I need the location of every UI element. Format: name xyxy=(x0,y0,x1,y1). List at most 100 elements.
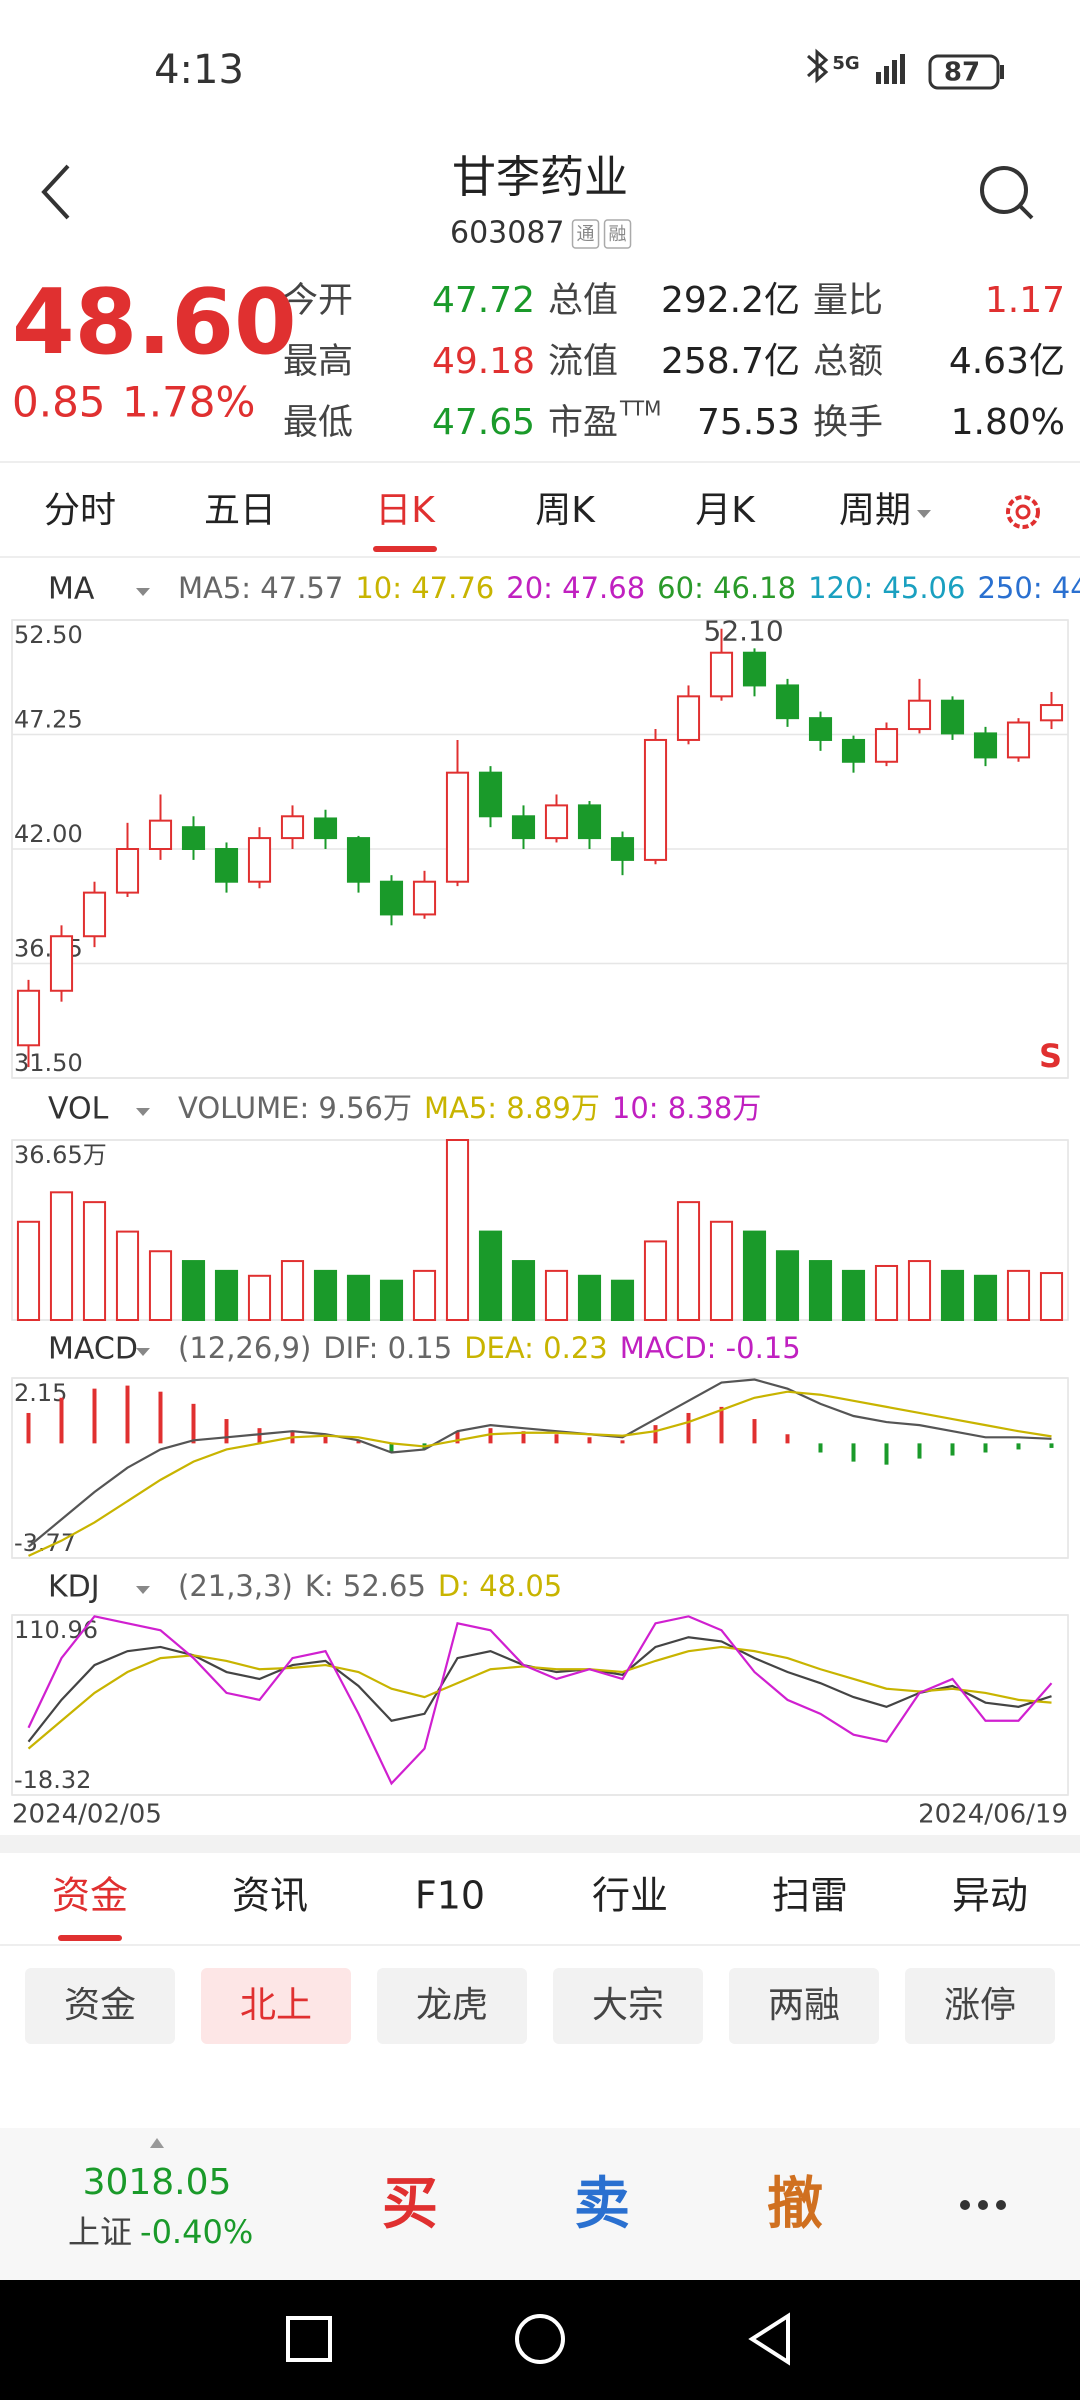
candle-body xyxy=(115,848,140,894)
volume-bar xyxy=(82,1201,107,1322)
dropdown-icon[interactable] xyxy=(136,1108,150,1116)
volume-bar xyxy=(214,1269,239,1321)
macd-bar xyxy=(554,1434,559,1444)
sub-tab-label[interactable]: 北上 xyxy=(240,1985,312,2026)
navigation-bar xyxy=(0,2280,1080,2400)
info-tab[interactable]: 扫雷 xyxy=(772,1874,848,1918)
recents-button[interactable] xyxy=(286,2316,332,2362)
y-tick-label: 31.50 xyxy=(14,1049,83,1077)
macd-bar xyxy=(686,1412,691,1444)
stat-value: 1.17 xyxy=(985,280,1065,321)
macd-bar xyxy=(323,1434,328,1444)
macd-bar xyxy=(158,1391,163,1444)
trade-button[interactable]: 撤 xyxy=(767,2172,823,2237)
candle-body xyxy=(313,817,338,840)
indicator-name[interactable]: VOL xyxy=(48,1092,109,1127)
stat-label: 流值 xyxy=(548,342,618,382)
dropdown-icon[interactable] xyxy=(136,1348,150,1356)
status-time: 4:13 xyxy=(154,47,244,93)
indicator-readout: 10: 8.38万 xyxy=(612,1091,761,1125)
stock-name: 甘李药业 xyxy=(452,152,628,203)
info-tab[interactable]: F10 xyxy=(415,1874,485,1918)
indicator-readout: VOLUME: 9.56万 xyxy=(178,1091,412,1125)
home-button[interactable] xyxy=(515,2314,565,2364)
volume-bar xyxy=(544,1269,569,1321)
signal-icon xyxy=(876,54,905,84)
indicator-name[interactable]: MACD xyxy=(48,1332,138,1367)
index-name: 上证 xyxy=(68,2213,132,2251)
dropdown-icon[interactable] xyxy=(917,510,931,518)
macd-bar xyxy=(191,1403,196,1444)
indicator-line xyxy=(27,1378,1052,1548)
sub-tab-label[interactable]: 涨停 xyxy=(944,1985,1016,2026)
indicator-readout: MA5: 47.57 xyxy=(178,571,343,605)
chart-tab[interactable]: 五日 xyxy=(204,490,276,531)
candle-body xyxy=(412,880,437,916)
stat-label: 换手 xyxy=(813,403,883,443)
network-label: 5G xyxy=(832,53,859,74)
info-tab[interactable]: 行业 xyxy=(592,1874,668,1918)
indicator-name[interactable]: MA xyxy=(48,572,95,607)
stat-value: 292.2亿 xyxy=(661,280,800,321)
stat-label: 最高 xyxy=(283,342,353,382)
sub-tab-button[interactable] xyxy=(905,1968,1055,2044)
candle-body xyxy=(16,989,41,1047)
chart-tab[interactable]: 月K xyxy=(695,490,756,531)
candle-body xyxy=(544,804,569,840)
chart-tab[interactable]: 日K xyxy=(375,490,436,531)
volume-bar xyxy=(907,1260,932,1321)
volume-bar xyxy=(577,1274,602,1322)
macd-bar xyxy=(950,1443,955,1456)
sub-tab-button[interactable] xyxy=(25,1968,175,2044)
expand-icon[interactable] xyxy=(150,2138,164,2148)
volume-bar xyxy=(874,1264,899,1322)
y-tick-label: -18.32 xyxy=(14,1766,91,1794)
y-tick-label: 52.50 xyxy=(14,621,83,649)
nav-back-button[interactable] xyxy=(748,2312,790,2366)
volume-bar xyxy=(775,1250,800,1321)
volume-bar xyxy=(610,1279,635,1322)
info-tab[interactable]: 异动 xyxy=(952,1874,1028,1918)
volume-bar xyxy=(445,1139,470,1321)
indicator-readout: 20: 47.68 xyxy=(506,571,645,605)
volume-bar xyxy=(742,1230,767,1322)
back-button[interactable] xyxy=(41,164,70,220)
sub-tab-button[interactable] xyxy=(729,1968,879,2044)
indicator-name[interactable]: KDJ xyxy=(48,1570,100,1605)
sub-tab-label[interactable]: 两融 xyxy=(768,1985,840,2026)
info-tab[interactable]: 资讯 xyxy=(232,1874,308,1918)
chart-tab[interactable]: 周K xyxy=(535,490,596,531)
settings-button[interactable] xyxy=(1006,495,1040,529)
candle-body xyxy=(247,837,272,883)
macd-bar xyxy=(389,1443,394,1453)
indicator-readout: (12,26,9) xyxy=(178,1331,311,1365)
macd-bar xyxy=(818,1443,823,1453)
sub-tab-button[interactable] xyxy=(377,1968,527,2044)
dropdown-icon[interactable] xyxy=(136,1586,150,1594)
trade-button[interactable]: 买 xyxy=(382,2172,438,2237)
battery-icon xyxy=(928,54,1000,90)
indicator-readout: D: 48.05 xyxy=(438,1569,562,1603)
chart-tab[interactable]: 周期 xyxy=(839,490,911,531)
sub-tab-button[interactable] xyxy=(201,1968,351,2044)
bluetooth-icon xyxy=(807,48,829,84)
dropdown-icon[interactable] xyxy=(136,588,150,596)
sub-tab-button[interactable] xyxy=(553,1968,703,2044)
macd-bar xyxy=(59,1397,64,1444)
search-button[interactable] xyxy=(980,166,1034,220)
bottom-bar xyxy=(0,2128,1080,2280)
chart-tab[interactable]: 分时 xyxy=(44,490,116,531)
sub-tab-label[interactable]: 龙虎 xyxy=(416,1985,488,2026)
sub-tab-label[interactable]: 资金 xyxy=(64,1985,136,2026)
stat-label: 今开 xyxy=(283,281,353,321)
macd-bar xyxy=(257,1428,262,1444)
more-button[interactable] xyxy=(960,2200,1006,2210)
indicator-readout: DIF: 0.15 xyxy=(323,1331,452,1365)
trade-button[interactable]: 卖 xyxy=(574,2172,630,2237)
battery-level: 87 xyxy=(944,58,980,88)
indicator-readout: 60: 46.18 xyxy=(657,571,796,605)
stat-label: 总额 xyxy=(813,342,883,382)
sub-tab-label[interactable]: 大宗 xyxy=(592,1985,664,2026)
info-tab[interactable]: 资金 xyxy=(52,1874,128,1918)
